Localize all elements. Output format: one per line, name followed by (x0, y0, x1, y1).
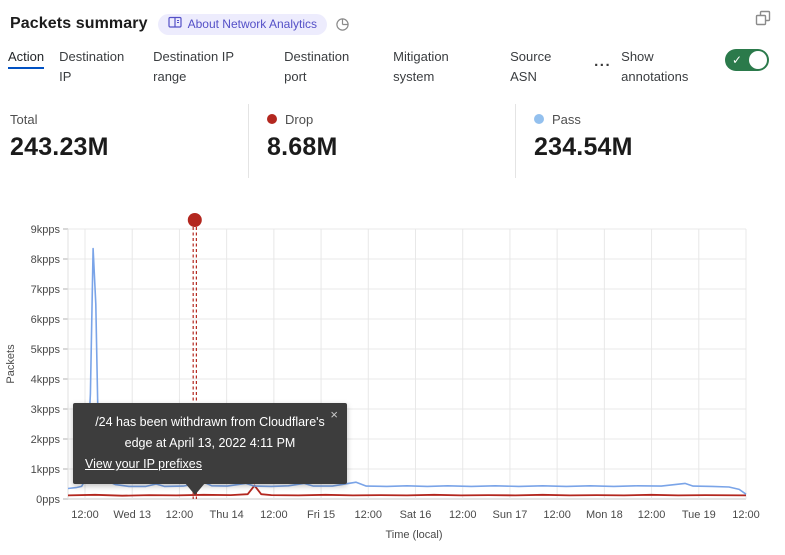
about-network-analytics-badge[interactable]: About Network Analytics (157, 13, 327, 35)
tab-source-asn[interactable]: Source ASN (510, 45, 566, 87)
show-annotations-toggle[interactable]: ✓ (725, 49, 769, 71)
x-tick-label: 12:00 (732, 509, 760, 521)
x-axis-title: Time (local) (385, 529, 442, 541)
stat-value: 8.68M (267, 133, 338, 161)
dimension-tabs: Action Destination IP Destination IP range… (0, 45, 785, 87)
tab-label: Source ASN (510, 49, 552, 84)
y-tick-label: 0pps (36, 494, 60, 506)
y-tick-label: 5kpps (31, 344, 61, 356)
x-tick-label: Fri 15 (307, 509, 335, 521)
y-tick-label: 8kpps (31, 254, 61, 266)
view-ip-prefixes-link[interactable]: View your IP prefixes (85, 457, 202, 471)
x-tick-label: Wed 13 (113, 509, 151, 521)
chart-area: 0pps 1kpps 2kpps 3kpps 4kpps 5kpps 6kpps 7kpps 8… (0, 200, 785, 555)
x-tick-label: 12:00 (449, 509, 477, 521)
tab-mitigation-system[interactable]: Mitigation system (393, 45, 479, 87)
stat-drop: Drop 8.68M (248, 104, 515, 178)
x-tick-label: 12:00 (355, 509, 383, 521)
tabs-overflow-button[interactable]: ... (594, 53, 612, 70)
tab-destination-port[interactable]: Destination port (284, 45, 364, 87)
drop-legend-dot (267, 114, 277, 124)
y-tick-labels: 0pps 1kpps 2kpps 3kpps 4kpps 5kpps 6kpps 7kpps 8… (31, 224, 61, 506)
y-tick-label: 9kpps (31, 224, 61, 236)
stat-total: Total 243.23M (0, 104, 248, 178)
x-tick-label: 12:00 (166, 509, 194, 521)
x-tick-label: Mon 18 (586, 509, 623, 521)
pie-chart-icon[interactable] (335, 17, 350, 32)
tooltip-arrow (185, 483, 205, 495)
y-tick-label: 1kpps (31, 464, 61, 476)
tab-label: Destination IP range (153, 49, 234, 84)
annotation-marker[interactable] (187, 213, 202, 227)
stat-label: Total (10, 111, 38, 127)
y-tick-label: 3kpps (31, 404, 61, 416)
stat-pass: Pass 234.54M (515, 104, 785, 178)
summary-stats: Total 243.23M Drop 8.68M Pass 234.54M (0, 104, 785, 178)
drop-series-line (67, 484, 747, 497)
page-title: Packets summary (10, 15, 148, 32)
close-icon[interactable]: × (330, 407, 338, 422)
x-tick-label: Tue 19 (682, 509, 716, 521)
toggle-knob (749, 51, 767, 69)
check-icon: ✓ (732, 53, 743, 67)
x-tick-label: 12:00 (260, 509, 288, 521)
y-tick-label: 7kpps (31, 284, 61, 296)
tab-label: Destination IP (59, 49, 125, 84)
stat-label: Drop (285, 111, 314, 127)
tab-action[interactable]: Action (8, 45, 45, 69)
y-tick-label: 2kpps (31, 434, 61, 446)
restore-window-icon[interactable] (755, 10, 771, 31)
show-annotations-label: Show annotations (621, 49, 689, 84)
header: Packets summary About Network Analytics (0, 0, 785, 40)
x-tick-label: 12:00 (638, 509, 666, 521)
pass-legend-dot (534, 114, 544, 124)
y-axis-title: Packets (5, 344, 17, 384)
vertical-gridlines (67, 229, 747, 499)
badge-label: About Network Analytics (187, 17, 317, 31)
tab-label: Destination port (284, 49, 350, 84)
tab-destination-ip[interactable]: Destination IP (59, 45, 135, 87)
tab-label: Action (8, 49, 45, 69)
x-tick-label: Sun 17 (492, 509, 527, 521)
x-tick-label: Thu 14 (210, 509, 244, 521)
annotation-tooltip: × /24 has been withdrawn from Cloudflare… (73, 403, 347, 495)
y-tick-label: 6kpps (31, 314, 61, 326)
tab-label: Mitigation system (393, 49, 449, 84)
stat-value: 243.23M (10, 133, 109, 161)
annotation-message: /24 has been withdrawn from Cloudflare's… (95, 415, 325, 450)
packets-chart: 0pps 1kpps 2kpps 3kpps 4kpps 5kpps 6kpps 7kpps 8… (5, 213, 760, 541)
stat-label: Pass (552, 111, 581, 127)
x-tick-label: 12:00 (71, 509, 99, 521)
x-tick-label: Sat 16 (400, 509, 432, 521)
tab-destination-ip-range[interactable]: Destination IP range (153, 45, 253, 87)
x-tick-label: 12:00 (543, 509, 571, 521)
y-tick-label: 4kpps (31, 374, 61, 386)
book-icon (167, 16, 182, 32)
x-tick-labels: 12:00 Wed 13 12:00 Thu 14 12:00 Fri 15 12:00 Sa… (71, 509, 760, 521)
stat-value: 234.54M (534, 133, 633, 161)
